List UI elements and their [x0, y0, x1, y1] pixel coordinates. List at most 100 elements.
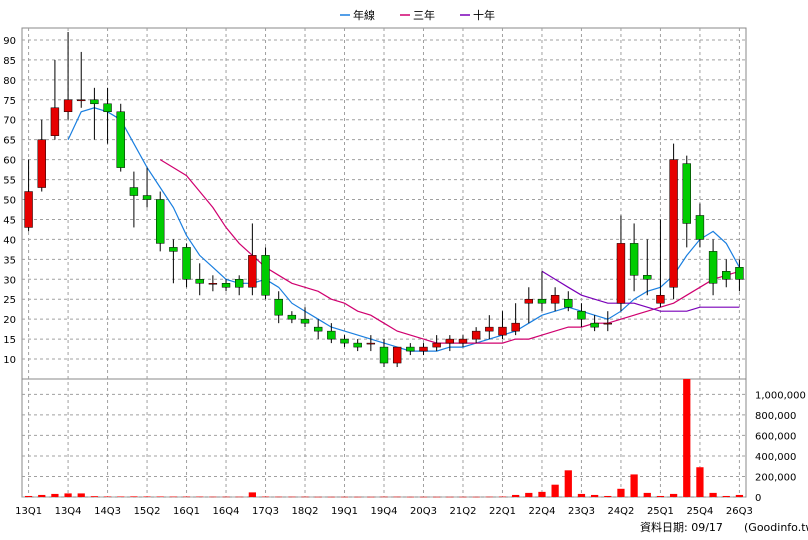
candle-body: [103, 103, 112, 113]
volume-bar: [643, 492, 651, 497]
volume-bar: [130, 496, 138, 497]
x-tick-label: 20Q3: [410, 506, 437, 517]
candle-body: [77, 99, 86, 102]
candle-body: [695, 215, 705, 240]
candle: [353, 339, 362, 352]
candle-body: [300, 318, 310, 324]
candle-body: [392, 346, 402, 364]
volume-bar: [38, 494, 46, 497]
candle: [156, 191, 165, 252]
volume-bar: [340, 496, 349, 498]
ma-3y-line: [159, 159, 740, 344]
candle: [537, 271, 547, 312]
candle-body: [313, 326, 323, 332]
candle-body: [235, 279, 244, 288]
candle-body: [195, 279, 204, 284]
candlesticks: [24, 31, 744, 368]
candle-body: [485, 326, 494, 332]
price-tick-label: 90: [3, 36, 16, 47]
volume-bar: [472, 496, 480, 498]
candle: [379, 339, 389, 368]
price-tick-label: 15: [3, 335, 16, 346]
candle-body: [327, 330, 336, 340]
volume-bar: [64, 493, 72, 497]
candle: [340, 335, 349, 348]
price-tick-label: 30: [3, 275, 16, 286]
candle: [498, 311, 507, 340]
x-tick-label: 13Q4: [55, 506, 82, 517]
candle: [116, 103, 125, 172]
volume-bar: [90, 496, 99, 497]
volume-bar: [656, 495, 665, 497]
volume-bar: [406, 496, 414, 498]
candle-body: [221, 283, 231, 288]
volume-tick-label: 600,000: [755, 431, 796, 442]
x-tick-label: 18Q2: [292, 506, 319, 517]
volume-bar: [577, 493, 586, 497]
candle-body: [471, 330, 481, 340]
candle: [458, 335, 468, 348]
price-tick-label: 20: [3, 315, 16, 326]
volume-bar: [261, 496, 270, 498]
candle: [603, 311, 612, 332]
price-tick-label: 45: [3, 215, 16, 226]
volume-bar: [722, 495, 730, 497]
volume-bar: [169, 496, 178, 498]
candle-body: [722, 271, 731, 280]
candle-body: [248, 255, 257, 288]
candle: [590, 315, 599, 332]
volume-bar: [275, 496, 283, 498]
candle: [616, 215, 626, 312]
candle-body: [577, 310, 586, 320]
candle-body: [656, 294, 665, 304]
candle-body: [590, 322, 599, 328]
x-tick-label: 19Q1: [331, 506, 358, 517]
volume-bar: [551, 484, 559, 497]
candle: [37, 119, 46, 192]
volume-bar: [696, 467, 704, 497]
volume-bar: [433, 496, 441, 498]
footer-date: 資料日期: 09/17: [640, 520, 723, 534]
volume-bar: [538, 491, 546, 497]
volume-bar: [51, 493, 59, 497]
footer-source: (Goodinfo.tw): [744, 521, 808, 534]
candle-body: [550, 294, 560, 304]
candle-body: [524, 298, 533, 304]
price-tick-label: 70: [3, 116, 16, 127]
volume-bar: [235, 496, 243, 498]
price-tick-label: 85: [3, 56, 16, 67]
candle-body: [129, 187, 139, 196]
candle-body: [50, 107, 60, 136]
x-tick-label: 22Q4: [528, 506, 555, 517]
candle: [208, 275, 218, 292]
chart-legend: 年線 三年 十年: [340, 8, 495, 22]
candle-body: [511, 322, 520, 332]
candle: [445, 335, 455, 352]
volume-bar: [301, 496, 309, 498]
volume-bar: [459, 496, 467, 498]
candle-body: [379, 346, 389, 364]
candle: [142, 167, 152, 208]
volume-bar: [367, 496, 375, 498]
candle: [708, 239, 718, 296]
legend-label: 十年: [473, 8, 495, 22]
x-tick-label: 24Q2: [607, 506, 634, 517]
candle-body: [432, 342, 441, 348]
volume-bar: [24, 495, 33, 497]
volume-bar: [669, 493, 678, 497]
volume-bar: [222, 496, 230, 498]
volume-bar: [380, 496, 388, 498]
candle: [577, 303, 586, 328]
x-tick-label: 22Q1: [489, 506, 516, 517]
candle: [669, 143, 678, 300]
candle-body: [458, 338, 468, 344]
candle-body: [156, 199, 165, 244]
candle-body: [63, 99, 73, 113]
candle-body: [340, 338, 349, 344]
legend-label: 三年: [413, 8, 435, 22]
volume-bar: [248, 492, 256, 497]
candle: [261, 247, 270, 300]
candle-body: [682, 163, 691, 224]
candle: [485, 315, 494, 340]
volume-bar: [485, 496, 493, 498]
